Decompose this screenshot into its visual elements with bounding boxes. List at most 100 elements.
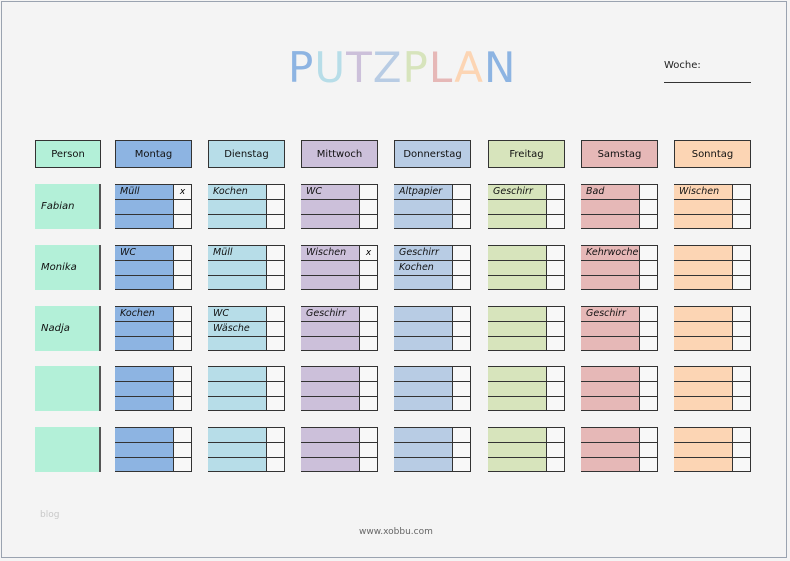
task-checkbox[interactable] [732, 275, 751, 290]
task-checkbox[interactable] [173, 260, 192, 275]
task-field[interactable] [394, 306, 452, 321]
task-checkbox[interactable] [173, 199, 192, 214]
task-field[interactable] [581, 442, 639, 457]
task-field[interactable] [208, 199, 266, 214]
task-field[interactable]: Kochen [208, 184, 266, 199]
task-field[interactable] [488, 214, 546, 229]
task-checkbox[interactable] [359, 381, 378, 396]
task-checkbox[interactable] [732, 457, 751, 472]
task-checkbox[interactable] [266, 184, 285, 199]
task-checkbox[interactable] [546, 321, 565, 336]
task-checkbox[interactable] [546, 306, 565, 321]
task-checkbox[interactable] [732, 260, 751, 275]
task-checkbox[interactable] [359, 457, 378, 472]
task-checkbox[interactable] [173, 381, 192, 396]
task-checkbox[interactable] [732, 427, 751, 442]
task-checkbox[interactable] [546, 457, 565, 472]
task-field[interactable] [301, 457, 359, 472]
task-field[interactable] [488, 275, 546, 290]
task-checkbox[interactable] [639, 427, 658, 442]
task-field[interactable] [488, 381, 546, 396]
task-checkbox[interactable] [452, 427, 471, 442]
task-field[interactable] [674, 214, 732, 229]
task-checkbox[interactable] [266, 381, 285, 396]
task-checkbox[interactable] [732, 184, 751, 199]
task-checkbox[interactable] [546, 214, 565, 229]
task-field[interactable]: Bad [581, 184, 639, 199]
task-checkbox[interactable] [639, 260, 658, 275]
task-checkbox[interactable] [266, 336, 285, 351]
task-field[interactable] [488, 199, 546, 214]
task-checkbox[interactable] [546, 245, 565, 260]
task-field[interactable] [394, 366, 452, 381]
task-field[interactable] [208, 442, 266, 457]
task-field[interactable]: Wischen [301, 245, 359, 260]
task-checkbox[interactable] [452, 245, 471, 260]
task-checkbox[interactable] [452, 442, 471, 457]
task-field[interactable] [301, 396, 359, 411]
task-field[interactable] [488, 306, 546, 321]
task-field[interactable] [115, 381, 173, 396]
task-checkbox[interactable] [546, 275, 565, 290]
task-checkbox[interactable] [173, 275, 192, 290]
task-field[interactable] [301, 275, 359, 290]
task-checkbox[interactable] [359, 214, 378, 229]
task-checkbox[interactable] [732, 199, 751, 214]
task-field[interactable]: Kochen [394, 260, 452, 275]
task-checkbox[interactable] [266, 306, 285, 321]
task-field[interactable] [301, 321, 359, 336]
task-checkbox[interactable] [173, 457, 192, 472]
task-field[interactable] [674, 366, 732, 381]
task-checkbox[interactable] [732, 442, 751, 457]
task-checkbox[interactable] [639, 321, 658, 336]
task-checkbox[interactable] [546, 427, 565, 442]
task-field[interactable] [208, 260, 266, 275]
task-checkbox[interactable] [266, 366, 285, 381]
task-checkbox[interactable] [546, 184, 565, 199]
task-field[interactable] [208, 336, 266, 351]
task-checkbox[interactable] [732, 245, 751, 260]
task-field[interactable]: WC [301, 184, 359, 199]
task-checkbox[interactable] [639, 381, 658, 396]
task-checkbox[interactable] [732, 306, 751, 321]
task-checkbox[interactable] [732, 321, 751, 336]
task-checkbox[interactable] [639, 442, 658, 457]
task-checkbox[interactable] [173, 442, 192, 457]
task-field[interactable] [301, 336, 359, 351]
task-checkbox[interactable] [546, 336, 565, 351]
task-field[interactable] [581, 427, 639, 442]
task-checkbox[interactable] [452, 321, 471, 336]
task-field[interactable] [301, 366, 359, 381]
task-field[interactable] [674, 457, 732, 472]
task-field[interactable] [674, 245, 732, 260]
task-field[interactable] [394, 427, 452, 442]
task-field[interactable] [208, 381, 266, 396]
task-field[interactable] [115, 260, 173, 275]
task-checkbox[interactable] [639, 214, 658, 229]
task-field[interactable] [394, 396, 452, 411]
task-field[interactable] [394, 321, 452, 336]
task-field[interactable] [208, 214, 266, 229]
task-checkbox[interactable] [359, 427, 378, 442]
task-field[interactable] [581, 199, 639, 214]
task-checkbox[interactable] [546, 199, 565, 214]
task-checkbox[interactable] [452, 381, 471, 396]
task-field[interactable]: Wäsche [208, 321, 266, 336]
task-checkbox[interactable] [639, 366, 658, 381]
week-input-line[interactable] [664, 82, 751, 83]
task-field[interactable] [394, 214, 452, 229]
task-checkbox[interactable] [732, 336, 751, 351]
task-checkbox[interactable] [173, 306, 192, 321]
task-field[interactable] [581, 260, 639, 275]
task-field[interactable]: Geschirr [301, 306, 359, 321]
task-field[interactable] [581, 381, 639, 396]
task-field[interactable] [394, 442, 452, 457]
task-field[interactable] [301, 427, 359, 442]
task-field[interactable] [581, 321, 639, 336]
task-checkbox[interactable] [359, 321, 378, 336]
task-field[interactable] [674, 336, 732, 351]
task-field[interactable] [208, 396, 266, 411]
task-field[interactable] [488, 457, 546, 472]
task-checkbox[interactable] [452, 336, 471, 351]
task-field[interactable]: Müll [208, 245, 266, 260]
